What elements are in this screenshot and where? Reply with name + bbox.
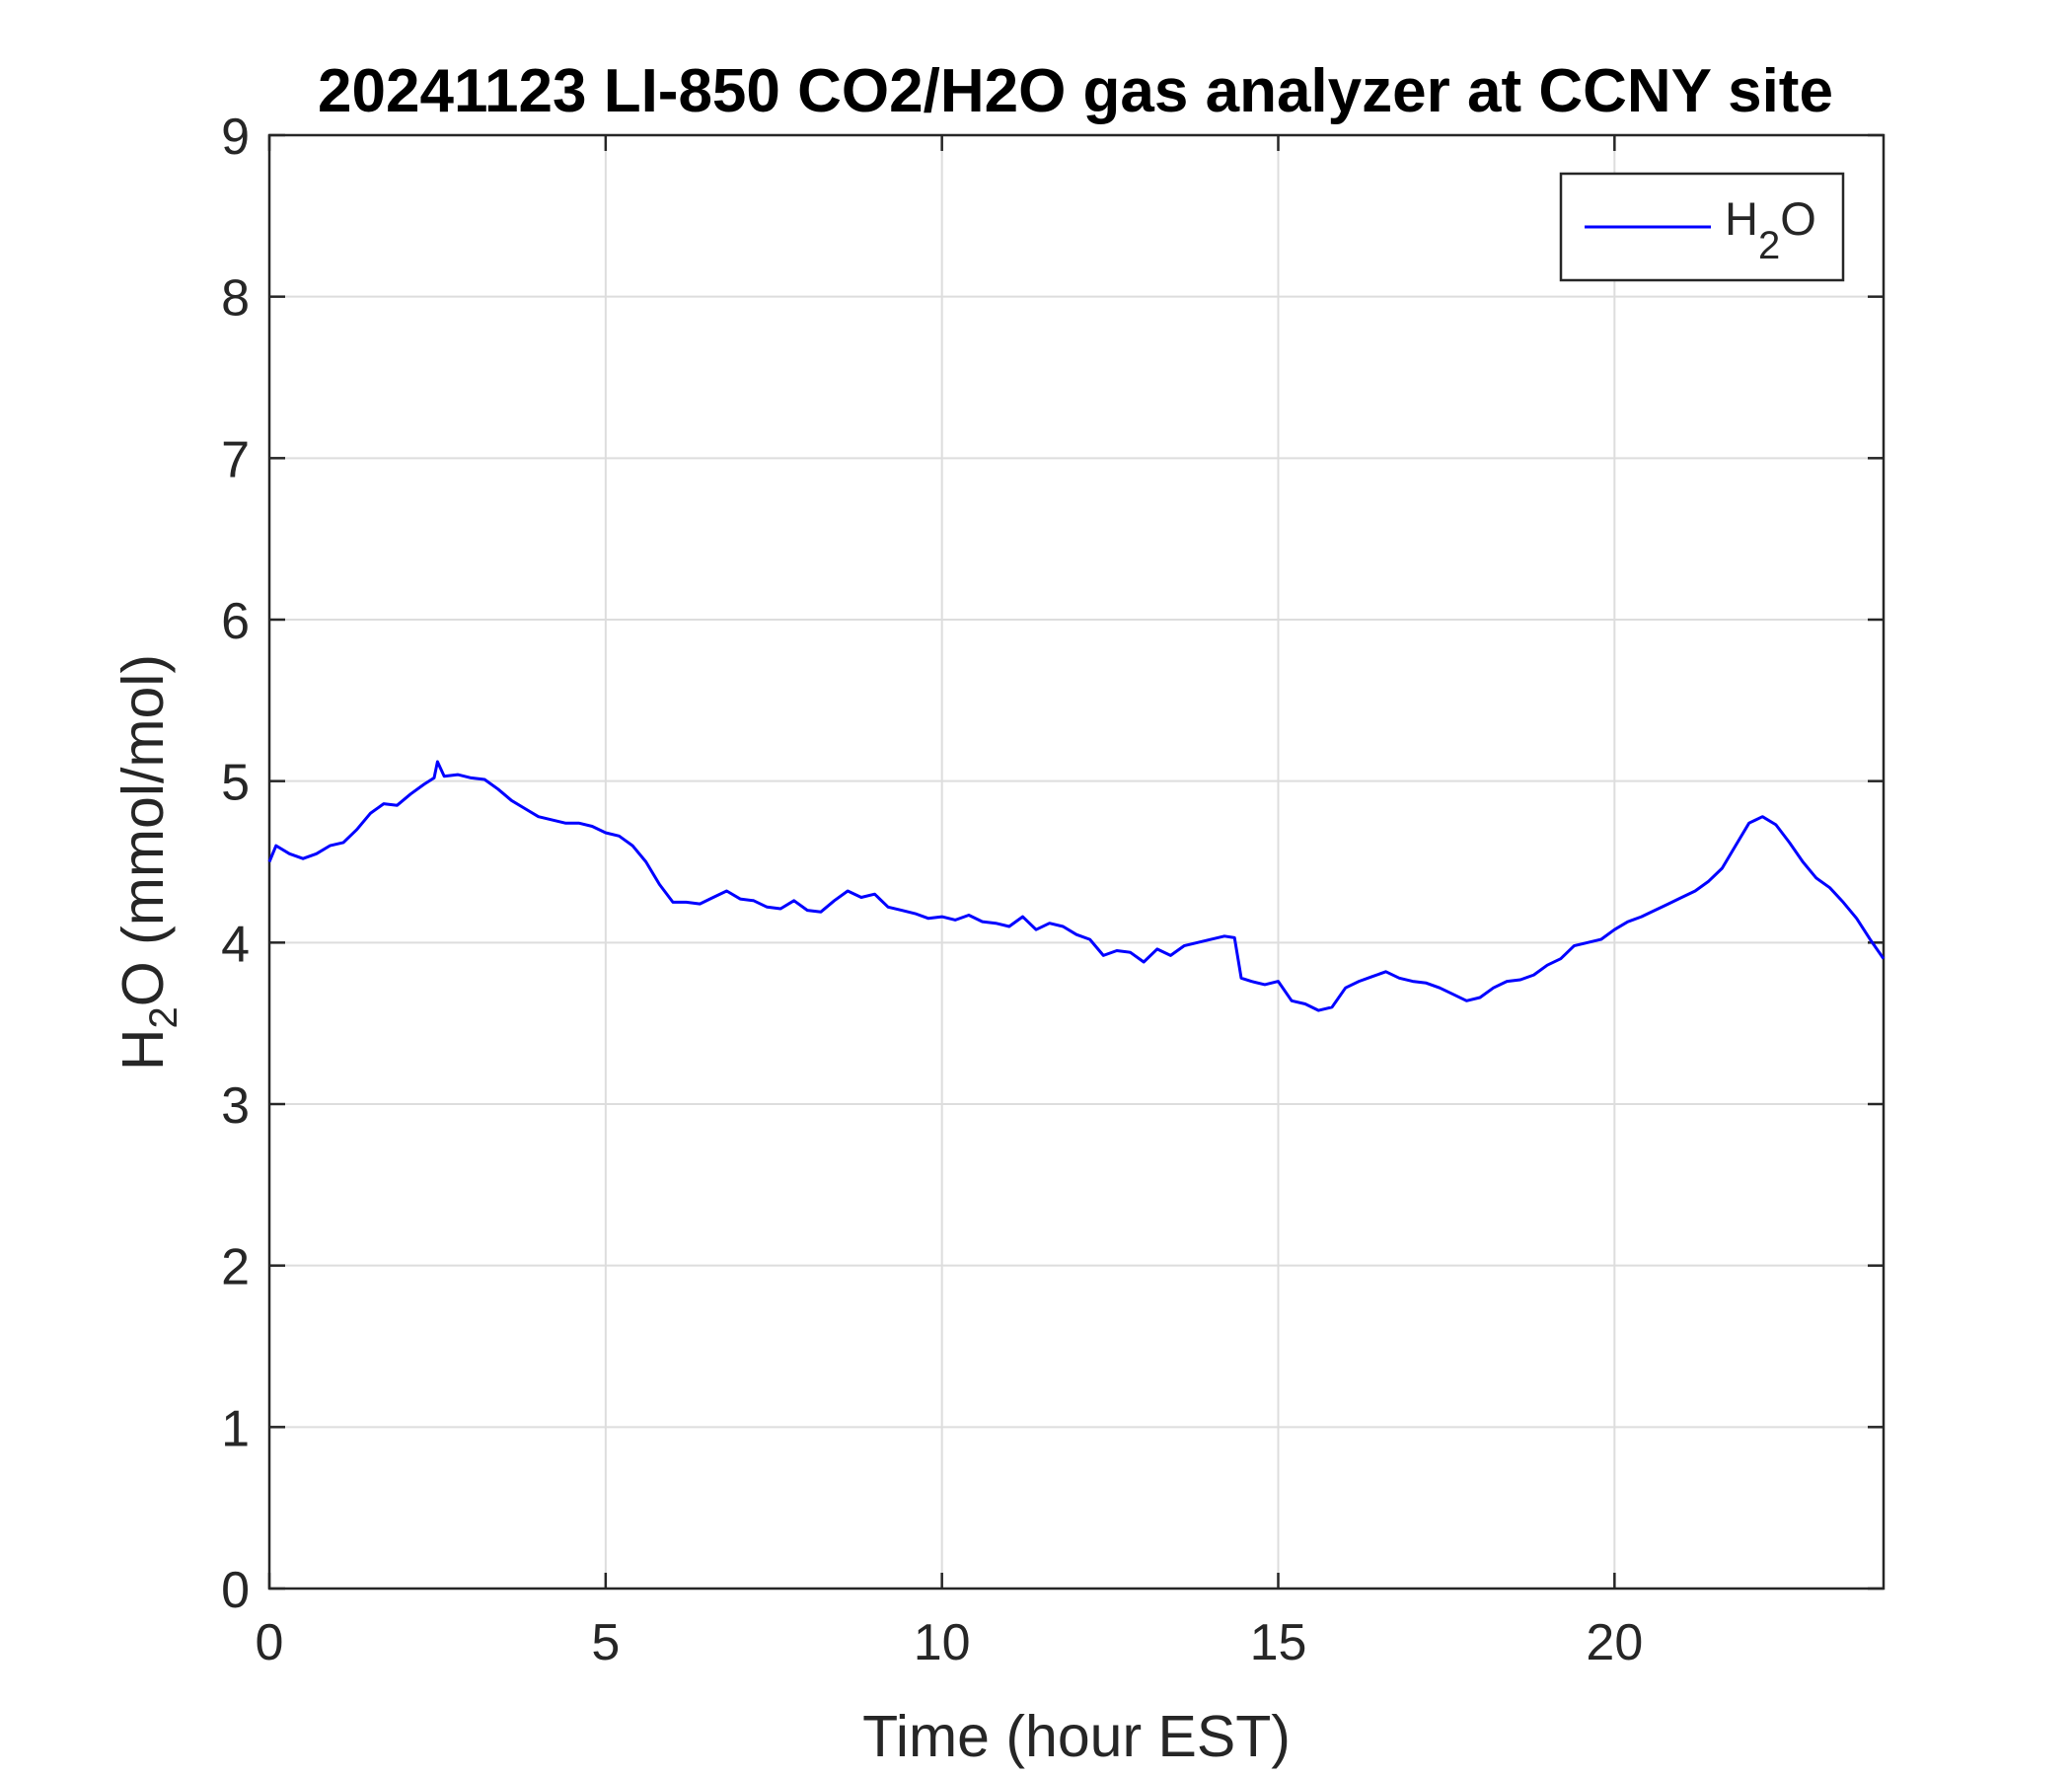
legend[interactable]: H2O [1559,172,1845,282]
grid-lines [268,134,1884,1590]
y-tick-label: 5 [221,755,250,812]
h2o-series-line [267,760,1886,1012]
legend-label-rest: O [1780,192,1816,245]
x-tick-label: 5 [591,1614,620,1671]
y-tick-label: 7 [221,431,250,488]
y-tick-label: 1 [221,1400,250,1457]
y-tick-label: 0 [221,1562,250,1619]
y-tick-label: 9 [221,109,250,166]
x-tick-labels: 0 5 10 15 20 [256,1614,1644,1671]
y-tick-label: 4 [221,916,250,973]
legend-label-h2o: H2O [1725,192,1816,267]
y-axis-label-h: H [111,1028,176,1071]
y-axis-label-subscript: 2 [142,1006,185,1028]
legend-label-subscript: 2 [1758,224,1780,267]
y-tick-label: 2 [221,1239,250,1296]
y-axis-label: H2O (mmol/mol) [111,654,185,1071]
chart-title: 20241123 LI-850 CO2/H2O gas analyzer at … [318,57,1833,125]
x-tick-label: 20 [1586,1614,1643,1671]
x-tick-label: 0 [256,1614,284,1671]
plot-area-frame [267,133,1886,1591]
y-tick-label: 8 [221,270,250,328]
axis-ticks [267,133,1884,1591]
legend-label-h: H [1725,192,1758,245]
x-axis-label: Time (hour EST) [862,1704,1291,1769]
x-tick-label: 10 [914,1614,971,1671]
y-tick-label: 3 [221,1077,250,1135]
x-tick-label: 15 [1250,1614,1307,1671]
y-tick-labels: 0 1 2 3 4 5 6 7 8 9 [221,109,250,1619]
y-axis-label-rest: O (mmol/mol) [111,654,176,1006]
y-tick-label: 6 [221,593,250,650]
